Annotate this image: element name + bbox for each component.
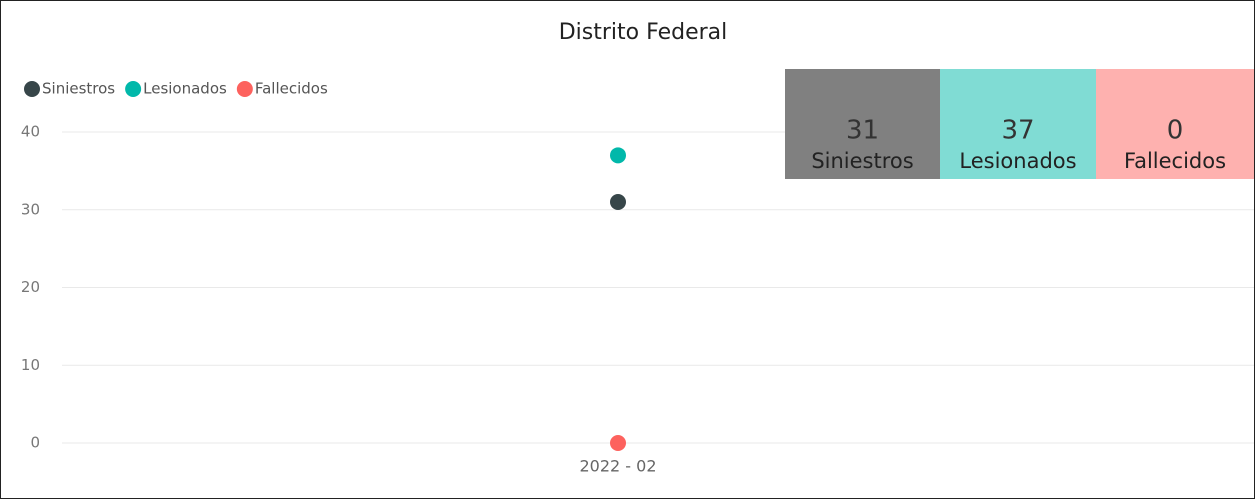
kpi-card xyxy=(785,69,940,179)
legend-swatch xyxy=(125,81,142,97)
kpi-value: 0 xyxy=(1167,116,1184,146)
x-tick-label: 2022 - 02 xyxy=(579,457,656,476)
y-tick-label: 10 xyxy=(21,356,40,374)
kpi-label: Lesionados xyxy=(959,149,1076,173)
chart-title: Distrito Federal xyxy=(559,20,728,45)
legend-label: Siniestros xyxy=(42,80,115,98)
kpi-value: 37 xyxy=(1001,116,1034,146)
kpi-card xyxy=(940,69,1096,179)
legend-label: Lesionados xyxy=(143,80,227,98)
data-point xyxy=(610,193,626,210)
kpi-card xyxy=(1096,69,1254,179)
data-point xyxy=(610,147,626,164)
y-tick-label: 40 xyxy=(21,123,40,141)
kpi-value: 31 xyxy=(846,116,879,146)
y-tick-label: 20 xyxy=(21,278,40,296)
legend-swatch xyxy=(236,81,253,97)
data-point xyxy=(610,435,626,451)
kpi-label: Siniestros xyxy=(811,149,913,173)
kpi-label: Fallecidos xyxy=(1124,149,1226,173)
legend-swatch xyxy=(24,81,40,97)
y-tick-label: 0 xyxy=(30,434,40,452)
y-tick-label: 30 xyxy=(21,200,40,218)
legend-label: Fallecidos xyxy=(255,80,328,98)
